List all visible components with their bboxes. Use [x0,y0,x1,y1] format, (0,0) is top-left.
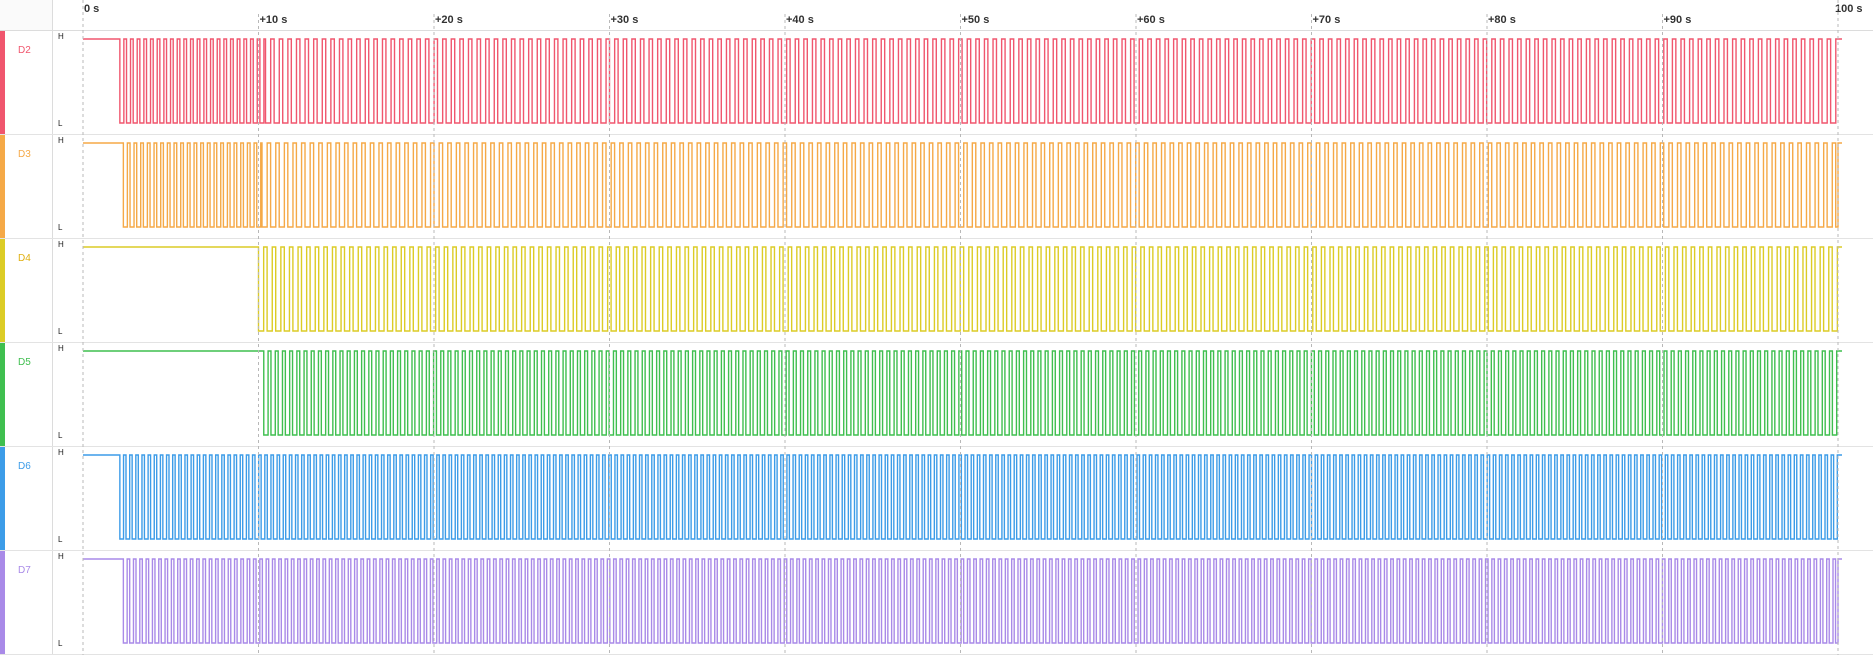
waveform[interactable] [0,135,1873,238]
channel-name: D6 [18,461,31,472]
level-low-label: L [58,223,63,232]
waveform[interactable] [0,31,1873,134]
ruler-tick-label: +60 s [1137,14,1165,26]
channel-label[interactable]: D3 [0,135,53,238]
channel-name: D2 [18,45,31,56]
ruler-tick-label: 0 s [84,3,100,15]
channel-color-bar [0,239,5,342]
level-low-label: L [58,639,63,648]
waveform[interactable] [0,239,1873,342]
ruler-tick-label: +50 s [961,14,990,26]
channel-color-bar [0,343,5,446]
channel-d6: D6 H L [0,447,1873,551]
channel-name: D3 [18,149,31,160]
channel-color-bar [0,551,5,654]
ruler-tick-label: +70 s [1312,14,1341,26]
channel-d4: D4 H L [0,239,1873,343]
channel-label[interactable]: D2 [0,31,53,134]
level-high-label: H [58,552,64,561]
channel-name: D4 [18,253,31,264]
waveform-trace [83,350,1842,436]
ruler-tick-label: 100 s [1835,3,1863,15]
channel-color-bar [0,135,5,238]
waveform-trace [83,38,1842,124]
channel-d5: D5 H L [0,343,1873,447]
level-low-label: L [58,119,63,128]
waveform-trace [83,246,1842,332]
channel-name: D7 [18,565,31,576]
waveform-trace [83,142,1842,228]
channel-label[interactable]: D4 [0,239,53,342]
ruler-tick-label: +10 s [259,14,288,26]
level-high-label: H [58,240,64,249]
level-low-label: L [58,535,63,544]
level-high-label: H [58,344,64,353]
ruler-tick-label: +80 s [1488,14,1516,26]
waveform[interactable] [0,551,1873,654]
level-high-label: H [58,32,64,41]
waveform-trace [83,454,1842,540]
channel-d3: D3 H L [0,135,1873,239]
channel-color-bar [0,447,5,550]
channel-label[interactable]: D6 [0,447,53,550]
channel-label[interactable]: D5 [0,343,53,446]
channel-color-bar [0,31,5,134]
channel-d7: D7 H L [0,551,1873,655]
waveform-trace [83,558,1842,644]
ruler-tick-label: +20 s [435,14,463,26]
channel-name: D5 [18,357,31,368]
waveform[interactable] [0,447,1873,550]
channel-label[interactable]: D7 [0,551,53,654]
ruler-tick-label: +40 s [786,14,814,26]
ruler-tick-label: +90 s [1663,14,1692,26]
level-low-label: L [58,327,63,336]
channel-d2: D2 H L [0,31,1873,135]
time-ruler[interactable]: 0 s +10 s +20 s +30 s +40 s +50 s +60 s +70 s +8… [0,0,1873,31]
channel-list: D2 H L D3 H L D4 H L D5 H L D6 H L D7 H L [0,31,1873,655]
ruler-tick-label: +30 s [610,14,639,26]
level-high-label: H [58,136,64,145]
ruler-corner [0,0,53,30]
waveform[interactable] [0,343,1873,446]
level-low-label: L [58,431,63,440]
level-high-label: H [58,448,64,457]
